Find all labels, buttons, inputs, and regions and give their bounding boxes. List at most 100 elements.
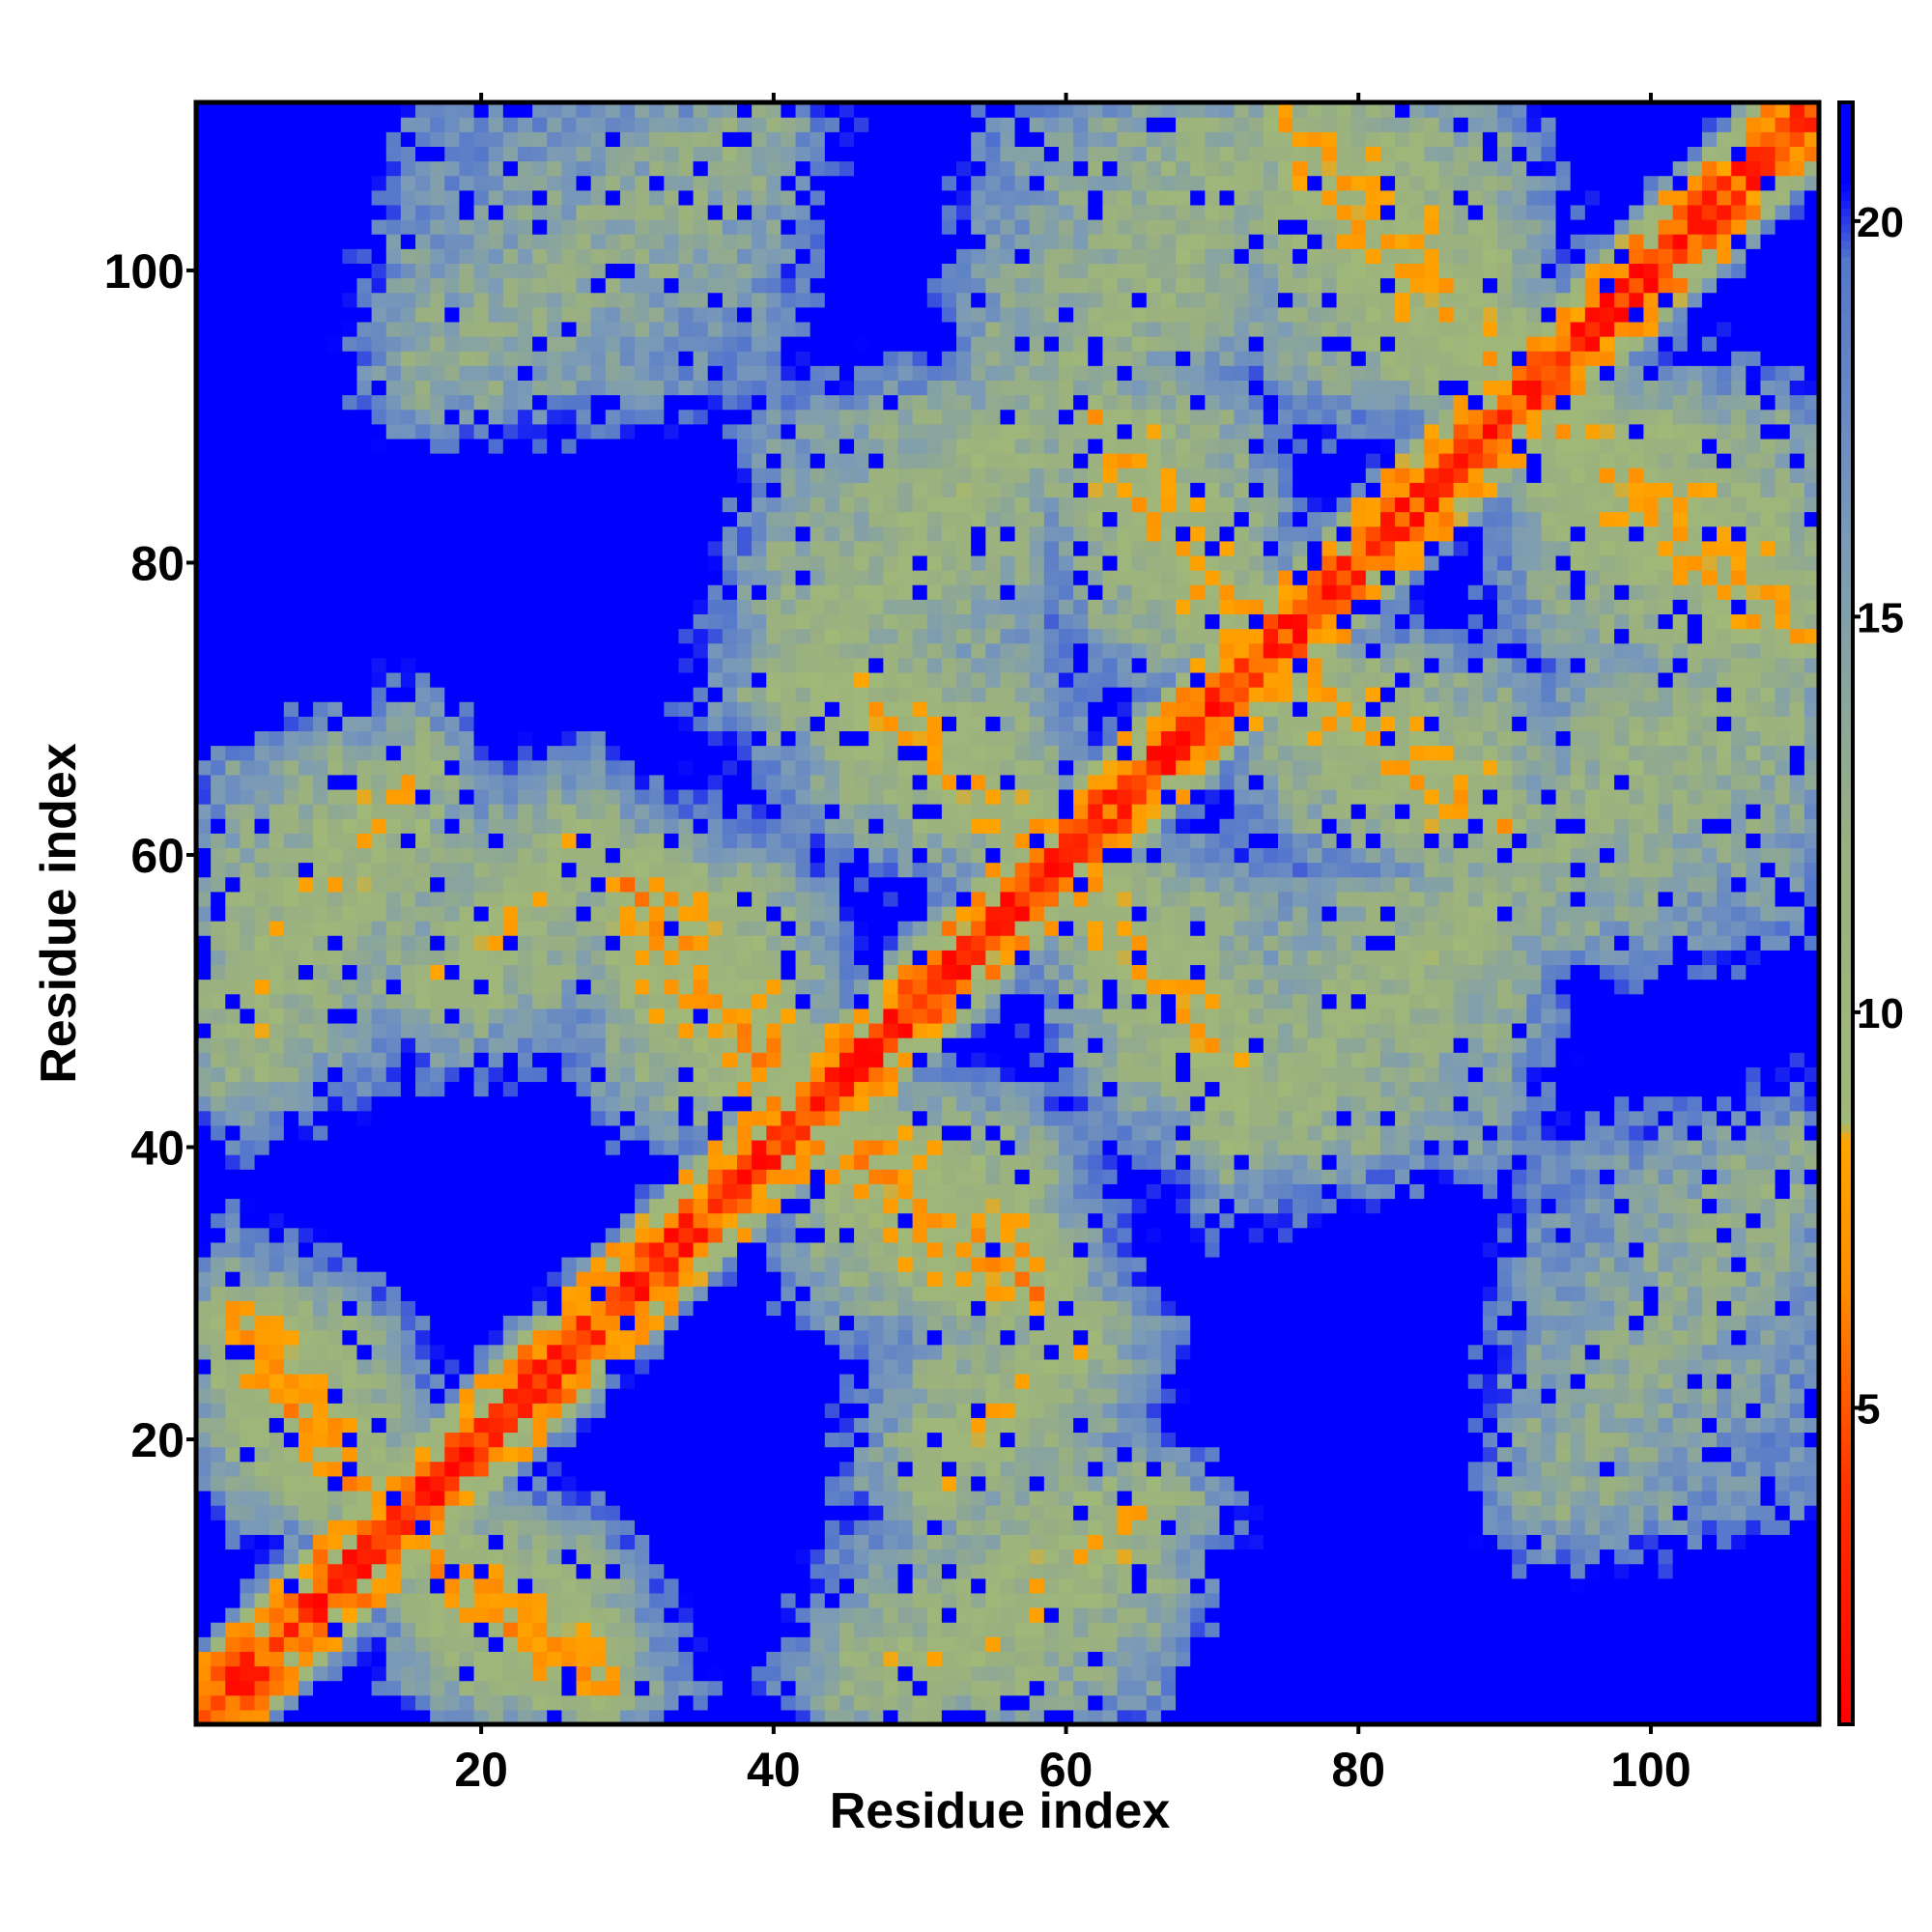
- heatmap-cell: [196, 1198, 212, 1214]
- heatmap-cell: [752, 1008, 767, 1024]
- heatmap-cell: [619, 1052, 636, 1067]
- heatmap-cell: [635, 394, 650, 411]
- heatmap-cell: [225, 409, 242, 425]
- heatmap-cell: [824, 1095, 840, 1112]
- heatmap-cell: [211, 657, 226, 673]
- heatmap-cell: [488, 306, 504, 323]
- heatmap-cell: [752, 468, 767, 483]
- heatmap-cell: [576, 1636, 592, 1652]
- heatmap-cell: [459, 570, 475, 585]
- heatmap-cell: [269, 1212, 285, 1229]
- heatmap-cell: [385, 950, 402, 966]
- heatmap-cell: [722, 336, 738, 352]
- heatmap-cell: [824, 380, 840, 396]
- heatmap-cell: [752, 687, 767, 702]
- heatmap-cell: [532, 263, 548, 279]
- heatmap-cell: [824, 1505, 840, 1520]
- heatmap-cell: [327, 847, 343, 864]
- heatmap-cell: [576, 788, 592, 805]
- heatmap-cell: [211, 1066, 226, 1083]
- heatmap-cell: [385, 1183, 402, 1200]
- heatmap-cell: [532, 1606, 548, 1623]
- heatmap-cell: [707, 1169, 724, 1184]
- heatmap-cell: [795, 1300, 811, 1317]
- heatmap-cell: [269, 1417, 285, 1434]
- heatmap-cell: [810, 1490, 826, 1506]
- heatmap-cell: [313, 921, 328, 936]
- heatmap-cell: [635, 1344, 650, 1360]
- heatmap-cell: [269, 292, 285, 308]
- heatmap-cell: [722, 1110, 738, 1126]
- heatmap-cell: [590, 891, 607, 907]
- heatmap-cell: [810, 964, 826, 980]
- heatmap-cell: [488, 730, 504, 747]
- heatmap-cell: [635, 599, 650, 615]
- heatmap-cell: [532, 292, 548, 308]
- heatmap-cell: [211, 1577, 226, 1594]
- heatmap-cell: [385, 979, 402, 995]
- heatmap-cell: [678, 526, 695, 542]
- heatmap-cell: [211, 1169, 226, 1184]
- heatmap-cell: [605, 554, 621, 571]
- heatmap-cell: [327, 117, 343, 132]
- heatmap-cell: [327, 1271, 343, 1287]
- heatmap-cell: [517, 160, 533, 177]
- heatmap-cell: [225, 876, 242, 893]
- heatmap-cell: [459, 818, 475, 834]
- heatmap-cell: [385, 146, 402, 162]
- heatmap-cell: [737, 1432, 753, 1448]
- heatmap-cell: [356, 351, 373, 366]
- heatmap-cell: [795, 1563, 811, 1579]
- heatmap-cell: [810, 1548, 826, 1565]
- heatmap-cell: [254, 1680, 270, 1696]
- heatmap-cell: [459, 1417, 475, 1434]
- heatmap-cell: [298, 657, 314, 673]
- heatmap-cell: [459, 979, 475, 995]
- heatmap-cell: [547, 1417, 562, 1434]
- heatmap-cell: [707, 1432, 724, 1448]
- heatmap-cell: [196, 628, 212, 644]
- heatmap-cell: [678, 993, 695, 1009]
- heatmap-cell: [342, 1227, 358, 1243]
- heatmap-cell: [473, 921, 490, 936]
- heatmap-cell: [313, 117, 328, 132]
- heatmap-cell: [722, 1694, 738, 1711]
- heatmap-cell: [678, 394, 695, 411]
- heatmap-cell: [561, 1665, 578, 1682]
- heatmap-cell: [298, 175, 314, 191]
- heatmap-cell: [313, 336, 328, 352]
- heatmap-cell: [532, 365, 548, 381]
- heatmap-cell: [327, 189, 343, 206]
- heatmap-cell: [635, 409, 650, 425]
- heatmap-cell: [737, 964, 753, 980]
- heatmap-cell: [795, 1505, 811, 1520]
- heatmap-cell: [635, 1490, 650, 1506]
- heatmap-cell: [313, 1169, 328, 1184]
- heatmap-cell: [327, 862, 343, 878]
- heatmap-cell: [810, 365, 826, 381]
- heatmap-cell: [385, 1095, 402, 1112]
- heatmap-cell: [532, 964, 548, 980]
- heatmap-cell: [269, 248, 285, 264]
- heatmap-cell: [400, 1563, 416, 1579]
- heatmap-cell: [196, 306, 212, 323]
- heatmap-cell: [313, 1358, 328, 1375]
- heatmap-cell: [385, 409, 402, 425]
- heatmap-cell: [664, 423, 680, 440]
- heatmap-cell: [517, 759, 533, 776]
- heatmap-cell: [211, 204, 226, 220]
- heatmap-cell: [576, 1373, 592, 1389]
- heatmap-cell: [254, 1694, 270, 1711]
- heatmap-cell: [444, 351, 461, 366]
- heatmap-cell: [313, 833, 328, 849]
- heatmap-cell: [342, 1475, 358, 1492]
- heatmap-cell: [517, 950, 533, 966]
- heatmap-cell: [619, 554, 636, 571]
- heatmap-cell: [356, 1315, 373, 1331]
- heatmap-cell: [678, 774, 695, 790]
- heatmap-cell: [254, 818, 270, 834]
- heatmap-cell: [371, 584, 387, 600]
- heatmap-cell: [240, 102, 256, 118]
- heatmap-cell: [810, 1373, 826, 1389]
- heatmap-cell: [838, 570, 855, 585]
